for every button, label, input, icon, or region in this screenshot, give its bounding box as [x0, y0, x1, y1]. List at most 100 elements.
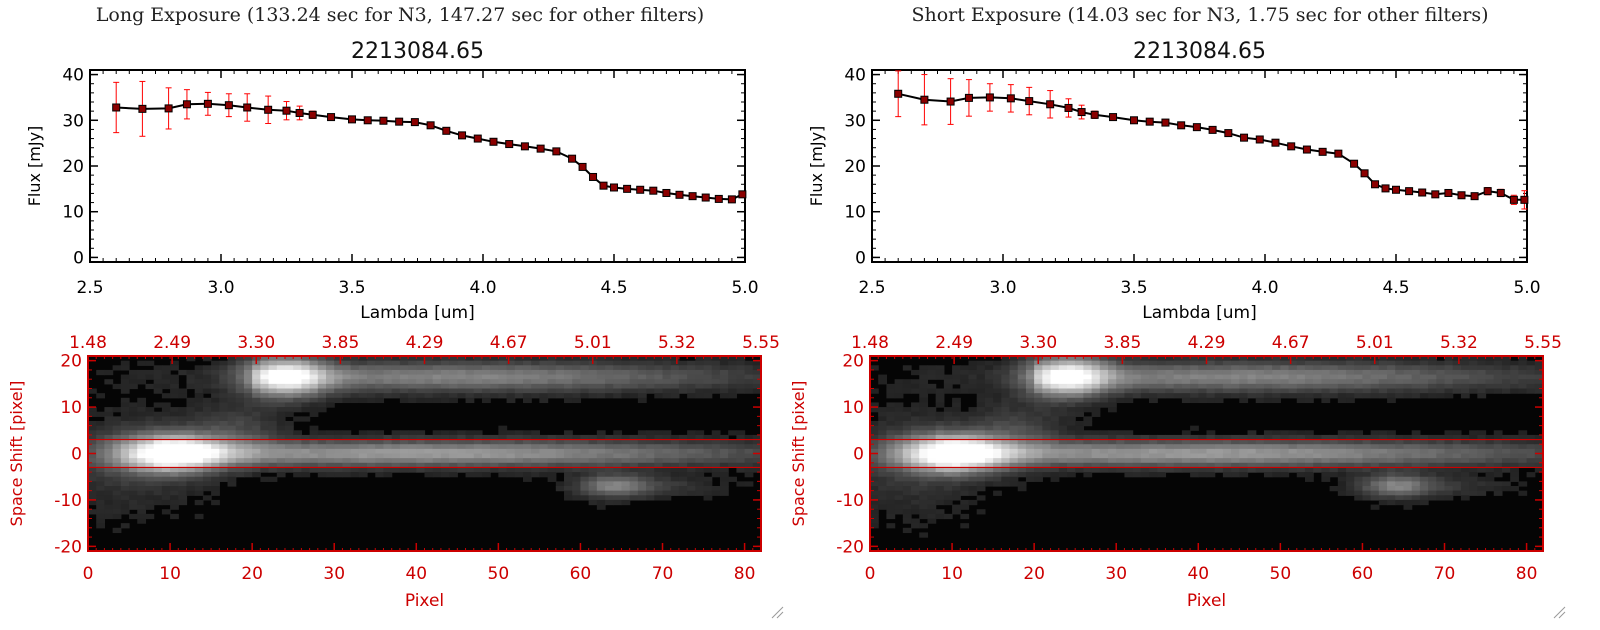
- image-pixel: [1296, 388, 1306, 394]
- image-pixel: [178, 472, 188, 478]
- image-pixel: [424, 388, 434, 394]
- image-pixel: [1304, 467, 1314, 473]
- image-pixel: [284, 458, 294, 464]
- image-pixel: [613, 472, 623, 478]
- image-pixel: [309, 448, 319, 455]
- image-pixel: [416, 374, 426, 380]
- image-pixel: [88, 425, 97, 431]
- image-pixel: [219, 453, 229, 459]
- image-pixel: [927, 416, 937, 422]
- image-pixel: [531, 360, 541, 366]
- image-pixel: [490, 388, 499, 394]
- image-pixel: [219, 369, 229, 376]
- image-pixel: [498, 453, 508, 459]
- image-pixel: [293, 379, 302, 385]
- image-pixel: [1288, 444, 1298, 450]
- image-pixel: [424, 365, 434, 371]
- image-pixel: [449, 365, 458, 371]
- resize-grip-icon[interactable]: [1552, 604, 1566, 619]
- data-point: [1077, 108, 1086, 117]
- image-pixel: [927, 421, 937, 427]
- image-pixel: [1510, 476, 1519, 482]
- image-pixel: [539, 439, 549, 445]
- image-pixel: [1272, 458, 1281, 464]
- image-pixel: [1083, 397, 1093, 404]
- image-pixel: [1025, 374, 1035, 380]
- image-pixel: [252, 472, 261, 478]
- image-pixel: [1493, 481, 1503, 487]
- image-pixel: [219, 383, 229, 390]
- image-pixel: [878, 462, 888, 469]
- image-pixel: [252, 369, 261, 376]
- image-pixel: [375, 434, 385, 441]
- image-pixel: [1058, 383, 1068, 390]
- resize-grip-icon[interactable]: [770, 604, 784, 619]
- x-tick-label: 3.5: [1120, 278, 1147, 298]
- image-pixel: [870, 444, 879, 450]
- image-pixel: [1337, 486, 1347, 492]
- image-pixel: [531, 365, 541, 371]
- image-pixel: [1526, 374, 1536, 380]
- image-pixel: [1222, 448, 1232, 455]
- image-pixel: [153, 374, 163, 380]
- pixel-tick-label: 60: [570, 564, 592, 584]
- image-pixel: [736, 434, 746, 441]
- image-pixel: [112, 481, 122, 487]
- data-point: [1224, 129, 1233, 138]
- image-pixel: [309, 379, 319, 385]
- image-pixel: [752, 467, 762, 473]
- image-pixel: [1091, 402, 1101, 408]
- image-pixel: [596, 476, 606, 482]
- image-pixel: [596, 439, 606, 445]
- image-pixel: [399, 365, 409, 371]
- image-pixel: [687, 462, 696, 469]
- image-pixel: [457, 448, 467, 455]
- image-pixel: [1165, 439, 1175, 445]
- image-pixel: [120, 434, 130, 441]
- image-pixel: [736, 379, 746, 385]
- image-pixel: [1436, 444, 1446, 450]
- image-pixel: [129, 383, 138, 390]
- image-pixel: [621, 495, 631, 501]
- image-pixel: [1452, 476, 1462, 482]
- image-pixel: [976, 476, 986, 482]
- data-point: [1470, 192, 1479, 201]
- image-pixel: [350, 374, 360, 380]
- image-pixel: [646, 434, 655, 441]
- image-pixel: [1354, 369, 1364, 376]
- image-pixel: [878, 407, 888, 413]
- image-pixel: [547, 379, 557, 385]
- image-pixel: [1387, 448, 1396, 455]
- image-pixel: [170, 481, 179, 487]
- image-pixel: [911, 448, 920, 455]
- image-pixel: [235, 360, 245, 366]
- image-pixel: [547, 448, 557, 455]
- image-pixel: [326, 472, 335, 478]
- image-pixel: [88, 448, 97, 455]
- image-pixel: [935, 421, 945, 427]
- image-pixel: [96, 504, 106, 510]
- image-pixel: [1387, 490, 1396, 496]
- image-pixel: [490, 374, 499, 380]
- image-pixel: [1428, 360, 1437, 366]
- image-pixel: [408, 388, 417, 394]
- image-pixel: [1469, 444, 1478, 450]
- image-pixel: [1321, 393, 1331, 399]
- image-pixel: [1395, 365, 1405, 371]
- image-pixel: [424, 439, 434, 445]
- image-pixel: [506, 383, 516, 390]
- image-pixel: [137, 397, 147, 404]
- image-pixel: [153, 379, 163, 385]
- image-pixel: [596, 388, 606, 394]
- image-pixel: [968, 383, 978, 390]
- image-pixel: [711, 486, 721, 492]
- image-pixel: [1255, 397, 1265, 404]
- image-pixel: [1411, 393, 1421, 399]
- image-pixel: [728, 383, 737, 390]
- image-pixel: [170, 434, 179, 441]
- image-pixel: [367, 374, 376, 380]
- image-pixel: [1378, 369, 1388, 376]
- image-pixel: [1337, 430, 1347, 436]
- image-pixel: [902, 490, 912, 496]
- image-pixel: [911, 495, 920, 501]
